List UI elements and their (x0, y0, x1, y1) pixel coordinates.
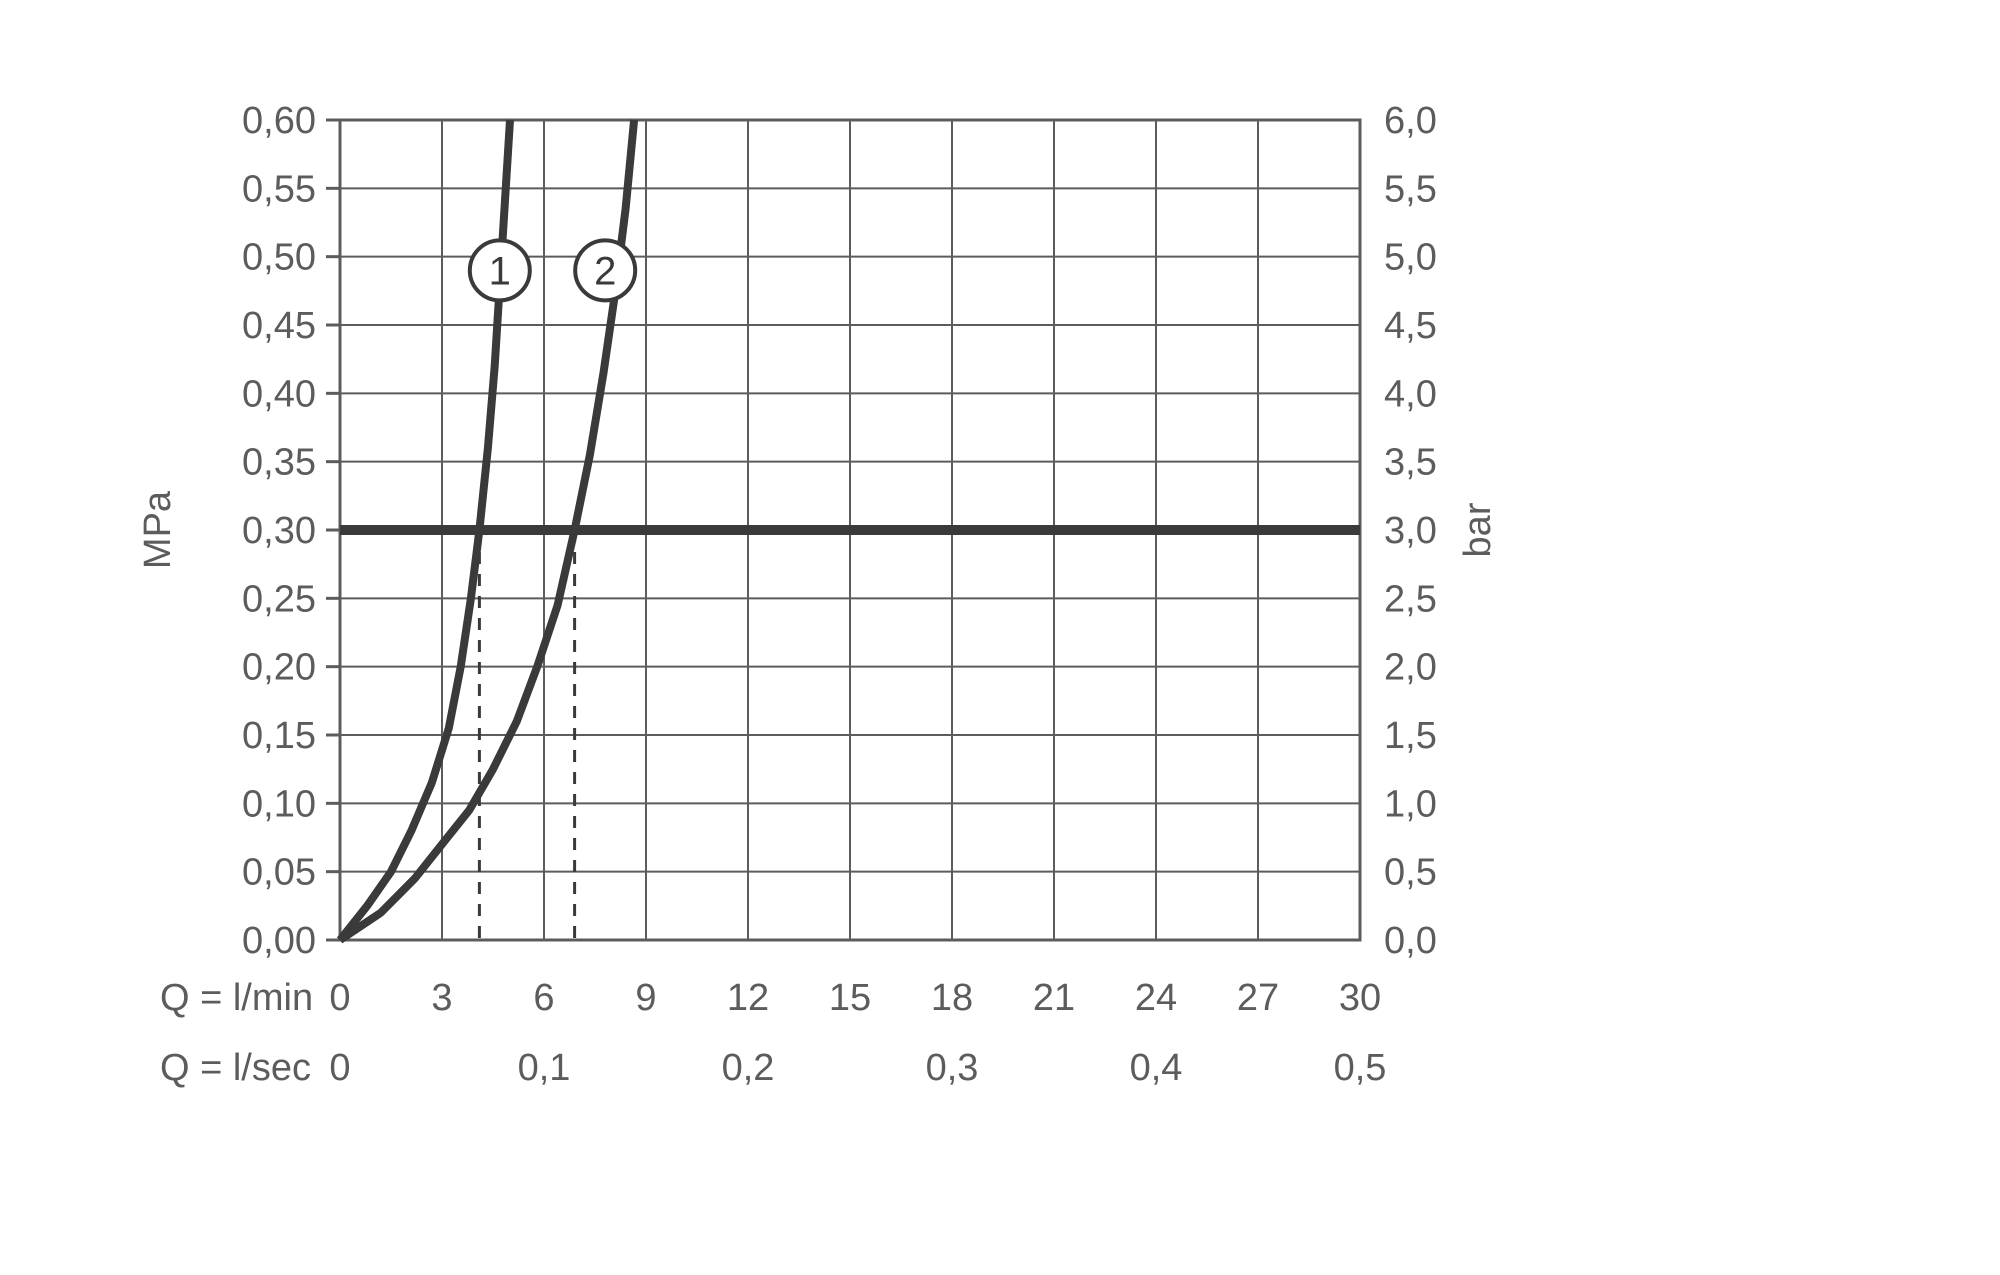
x-axis2-label: Q = l/sec (160, 1047, 311, 1089)
xtick2-label: 0,1 (518, 1047, 571, 1089)
xtick1-label: 9 (635, 977, 656, 1019)
ytick-label-left: 0,60 (242, 100, 316, 142)
ytick-label-left: 0,35 (242, 442, 316, 484)
ytick-label-right: 4,5 (1384, 305, 1437, 347)
ytick-label-right: 0,0 (1384, 920, 1437, 962)
ytick-label-right: 5,5 (1384, 168, 1437, 210)
flow-pressure-chart: 0,000,050,100,150,200,250,300,350,400,45… (0, 0, 2000, 1275)
xtick2-label: 0,2 (722, 1047, 775, 1089)
xtick1-label: 18 (931, 977, 973, 1019)
ytick-label-left: 0,00 (242, 920, 316, 962)
ytick-label-right: 2,0 (1384, 647, 1437, 689)
ytick-label-right: 2,5 (1384, 578, 1437, 620)
xtick2-label: 0,4 (1130, 1047, 1183, 1089)
ytick-label-right: 0,5 (1384, 852, 1437, 894)
xtick1-label: 6 (533, 977, 554, 1019)
xtick2-label: 0,3 (926, 1047, 979, 1089)
ytick-label-left: 0,25 (242, 578, 316, 620)
ytick-label-left: 0,40 (242, 373, 316, 415)
ytick-label-right: 5,0 (1384, 237, 1437, 279)
curve-badge-label-2: 2 (594, 249, 616, 293)
xtick1-label: 21 (1033, 977, 1075, 1019)
ytick-label-left: 0,05 (242, 852, 316, 894)
ytick-label-left: 0,30 (242, 510, 316, 552)
ytick-label-right: 6,0 (1384, 100, 1437, 142)
y-right-label: bar (1457, 502, 1499, 557)
xtick1-label: 15 (829, 977, 871, 1019)
ytick-label-right: 4,0 (1384, 373, 1437, 415)
ytick-label-right: 1,0 (1384, 783, 1437, 825)
ytick-label-left: 0,15 (242, 715, 316, 757)
curve-badge-label-1: 1 (489, 249, 511, 293)
y-left-label: MPa (137, 490, 179, 569)
xtick1-label: 12 (727, 977, 769, 1019)
ytick-label-right: 3,0 (1384, 510, 1437, 552)
xtick1-label: 3 (431, 977, 452, 1019)
ytick-label-left: 0,55 (242, 168, 316, 210)
ytick-label-left: 0,10 (242, 783, 316, 825)
x-axis1-label: Q = l/min (160, 977, 313, 1019)
ytick-label-left: 0,45 (242, 305, 316, 347)
ytick-label-right: 3,5 (1384, 442, 1437, 484)
xtick1-label: 0 (329, 977, 350, 1019)
xtick2-label: 0 (329, 1047, 350, 1089)
xtick1-label: 30 (1339, 977, 1381, 1019)
xtick2-label: 0,5 (1334, 1047, 1387, 1089)
xtick1-label: 24 (1135, 977, 1177, 1019)
ytick-label-right: 1,5 (1384, 715, 1437, 757)
ytick-label-left: 0,20 (242, 647, 316, 689)
ytick-label-left: 0,50 (242, 237, 316, 279)
xtick1-label: 27 (1237, 977, 1279, 1019)
